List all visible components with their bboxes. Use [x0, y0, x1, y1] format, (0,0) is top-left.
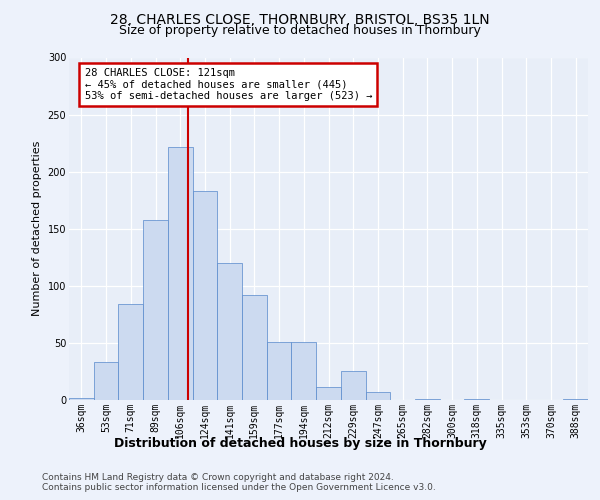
Text: Size of property relative to detached houses in Thornbury: Size of property relative to detached ho…	[119, 24, 481, 37]
Text: Distribution of detached houses by size in Thornbury: Distribution of detached houses by size …	[113, 438, 487, 450]
Bar	[193, 191, 217, 400]
Bar	[94, 362, 118, 400]
Bar	[464, 399, 489, 400]
Bar	[415, 399, 440, 400]
Bar	[168, 146, 193, 400]
Bar	[118, 304, 143, 400]
Bar	[365, 392, 390, 400]
Bar	[242, 295, 267, 400]
Bar	[292, 342, 316, 400]
Text: Contains public sector information licensed under the Open Government Licence v3: Contains public sector information licen…	[42, 484, 436, 492]
Y-axis label: Number of detached properties: Number of detached properties	[32, 141, 42, 316]
Bar	[217, 263, 242, 400]
Text: 28 CHARLES CLOSE: 121sqm
← 45% of detached houses are smaller (445)
53% of semi-: 28 CHARLES CLOSE: 121sqm ← 45% of detach…	[85, 68, 372, 101]
Bar	[341, 372, 365, 400]
Bar	[143, 220, 168, 400]
Text: 28, CHARLES CLOSE, THORNBURY, BRISTOL, BS35 1LN: 28, CHARLES CLOSE, THORNBURY, BRISTOL, B…	[110, 12, 490, 26]
Bar	[267, 342, 292, 400]
Bar	[69, 398, 94, 400]
Bar	[563, 399, 588, 400]
Bar	[316, 388, 341, 400]
Text: Contains HM Land Registry data © Crown copyright and database right 2024.: Contains HM Land Registry data © Crown c…	[42, 472, 394, 482]
